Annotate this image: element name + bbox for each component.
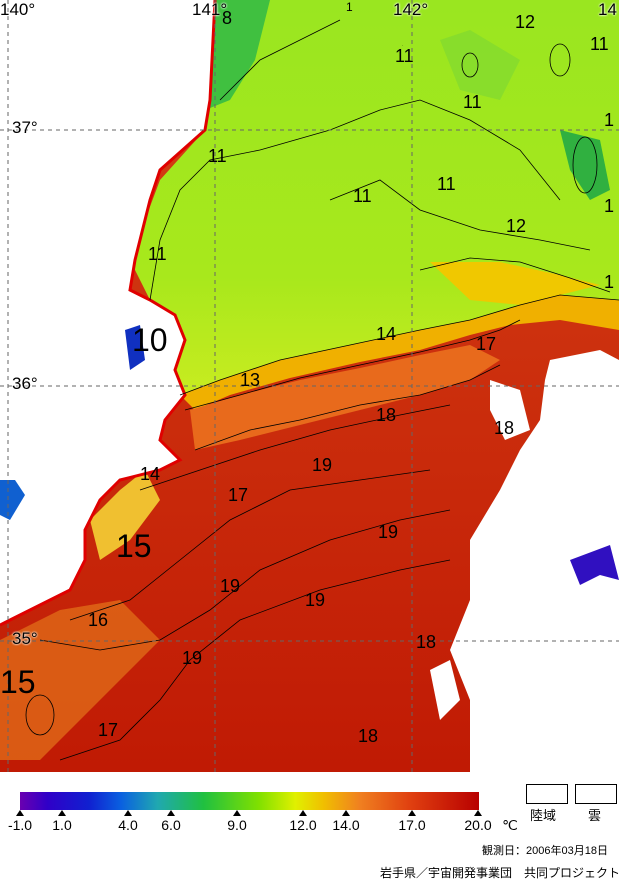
contour-label: 19 (378, 522, 399, 542)
contour-label: 12 (515, 12, 536, 32)
colorbar-tick-label: 20.0 (464, 817, 492, 833)
colorbar-tick-label: 14.0 (332, 817, 360, 833)
contour-label: 11 (463, 92, 482, 112)
contour-label: 11 (208, 146, 227, 166)
colorbar-tick (408, 810, 416, 816)
contour-label: 8 (222, 8, 233, 28)
contour-label: 11 (437, 174, 456, 194)
contour-label: 18 (494, 418, 515, 438)
contour-label: 11 (148, 244, 167, 264)
contour-label: 1 (604, 272, 615, 292)
cloud-area (430, 660, 460, 720)
land-label: 陸域 (530, 808, 557, 823)
colorbar-tick (58, 810, 66, 816)
sst-map: 140° 141° 142° 14 37° 36° 35° 8 11 11 11… (0, 0, 619, 772)
graticule (0, 0, 619, 772)
contour-label: 15 (0, 664, 36, 700)
latitude-label: 37° (12, 118, 38, 137)
cold-patch (205, 0, 270, 110)
coastline (0, 0, 217, 627)
contour-label: 18 (358, 726, 379, 746)
contour-label: 11 (590, 34, 609, 54)
colorbar-tick-label: -1.0 (7, 817, 33, 833)
colorbar-tick (233, 810, 241, 816)
front-band (430, 262, 600, 305)
color-legend: -1.0 1.0 4.0 6.0 9.0 12.0 14.0 17.0 20.0… (0, 772, 619, 881)
colorbar-tick-label: 9.0 (227, 817, 247, 833)
cold-patch (560, 130, 610, 200)
contour-label: 12 (506, 216, 527, 236)
contour-label: 15 (116, 528, 152, 564)
credit-line: 岩手県／宇宙開発事業団 共同プロジェクト (380, 866, 619, 880)
contour-label: 18 (416, 632, 437, 652)
sst-map-canvas (0, 0, 619, 772)
latitude-label: 35° (12, 629, 38, 648)
warm-patch (90, 470, 160, 560)
longitude-label: 14 (598, 0, 617, 19)
warm-patch (190, 345, 500, 450)
front-band (180, 295, 619, 410)
cloud-label: 雲 (588, 808, 602, 823)
isotherms (25, 19, 619, 761)
contour-label: 14 (376, 324, 397, 344)
cold-patch (440, 30, 520, 100)
colorbar-tick (124, 810, 132, 816)
temperature-colorbar (20, 792, 479, 810)
colorbar-tick-label: 12.0 (289, 817, 317, 833)
cold-spot (570, 545, 619, 585)
contour-label: 17 (476, 334, 497, 354)
longitude-label: 142° (393, 0, 429, 19)
latitude-label: 36° (12, 374, 38, 393)
observation-date: 観測日：2006年03月18日 (482, 845, 608, 857)
colorbar-tick (167, 810, 175, 816)
cold-spot (0, 480, 25, 520)
colorbar-tick-label: 1.0 (52, 817, 72, 833)
contour-label: 17 (98, 720, 119, 740)
contour-label: 19 (220, 576, 241, 596)
cloud-swatch (575, 784, 617, 804)
contour-label: 19 (312, 455, 333, 475)
colorbar-tick-label: 17.0 (398, 817, 426, 833)
contour-label: 14 (140, 464, 161, 484)
colorbar-tick (474, 810, 482, 816)
contour-label: 19 (305, 590, 326, 610)
colorbar-tick (342, 810, 350, 816)
longitude-label: 141° (192, 0, 228, 19)
contour-label: 16 (88, 610, 109, 630)
cloud-area (450, 350, 619, 772)
colorbar-tick-label: 4.0 (118, 817, 138, 833)
contour-label: 1 (604, 110, 615, 130)
contour-label: 17 (228, 485, 249, 505)
contour-label: 11 (402, 46, 404, 47)
land-swatch (526, 784, 568, 804)
colorbar-tick (16, 810, 24, 816)
contour-label: 11 (395, 46, 414, 66)
contour-label: 11 (353, 186, 372, 206)
colorbar-unit: ℃ (502, 817, 518, 833)
contour-label: 19 (182, 648, 203, 668)
contour-label: 18 (376, 405, 397, 425)
contour-label: 1 (604, 196, 615, 216)
colorbar-tick (299, 810, 307, 816)
cold-spot (125, 325, 145, 370)
contour-label: 13 (240, 370, 261, 390)
cloud-area (490, 380, 530, 440)
longitude-label: 140° (0, 0, 36, 19)
contour-label: 10 (132, 322, 168, 358)
contour-label: 1 (346, 0, 353, 14)
colorbar-tick-label: 6.0 (161, 817, 181, 833)
